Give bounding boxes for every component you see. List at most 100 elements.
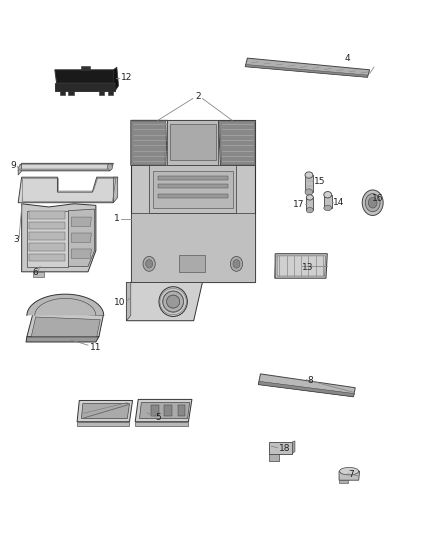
Ellipse shape <box>146 260 152 268</box>
Polygon shape <box>140 402 190 418</box>
Ellipse shape <box>159 287 187 317</box>
Polygon shape <box>158 176 228 180</box>
Text: 4: 4 <box>345 54 350 62</box>
Text: 17: 17 <box>293 200 304 209</box>
Text: 6: 6 <box>32 269 38 277</box>
Text: 14: 14 <box>332 198 344 207</box>
Polygon shape <box>26 337 99 342</box>
Polygon shape <box>218 120 255 165</box>
Polygon shape <box>339 471 360 480</box>
Polygon shape <box>21 204 96 272</box>
Polygon shape <box>29 254 65 261</box>
Ellipse shape <box>107 164 113 170</box>
Polygon shape <box>245 58 370 77</box>
Ellipse shape <box>230 256 243 271</box>
Polygon shape <box>219 122 254 165</box>
Polygon shape <box>55 83 115 91</box>
Polygon shape <box>131 120 167 165</box>
Polygon shape <box>68 91 74 95</box>
Polygon shape <box>18 164 21 175</box>
Text: 9: 9 <box>11 161 16 170</box>
Text: 12: 12 <box>121 73 132 82</box>
Polygon shape <box>99 91 104 95</box>
Polygon shape <box>127 282 202 321</box>
Text: 8: 8 <box>307 376 313 385</box>
Polygon shape <box>275 254 327 278</box>
Polygon shape <box>364 206 381 209</box>
Ellipse shape <box>162 291 184 312</box>
Polygon shape <box>27 211 68 266</box>
Polygon shape <box>68 209 95 266</box>
Text: 7: 7 <box>349 471 354 479</box>
Polygon shape <box>60 91 65 95</box>
Ellipse shape <box>305 172 313 178</box>
Polygon shape <box>167 120 218 165</box>
Polygon shape <box>258 374 355 397</box>
Polygon shape <box>81 403 130 418</box>
Text: 18: 18 <box>279 445 290 454</box>
Ellipse shape <box>306 195 313 200</box>
Ellipse shape <box>339 467 359 475</box>
Polygon shape <box>77 400 133 422</box>
Polygon shape <box>131 213 255 282</box>
Ellipse shape <box>306 207 313 213</box>
Polygon shape <box>71 249 92 259</box>
Text: 1: 1 <box>114 214 120 223</box>
Polygon shape <box>132 122 166 165</box>
Text: 16: 16 <box>372 194 383 203</box>
Ellipse shape <box>368 197 377 208</box>
Polygon shape <box>113 177 118 203</box>
Polygon shape <box>275 254 276 278</box>
Polygon shape <box>292 441 295 454</box>
Polygon shape <box>55 70 115 83</box>
Polygon shape <box>108 91 113 95</box>
Text: 13: 13 <box>302 263 314 271</box>
Polygon shape <box>31 317 100 337</box>
Text: 11: 11 <box>90 343 102 352</box>
Text: 10: 10 <box>113 298 125 307</box>
Polygon shape <box>18 164 113 171</box>
Polygon shape <box>149 165 237 213</box>
Polygon shape <box>71 233 92 243</box>
Polygon shape <box>305 175 313 192</box>
Polygon shape <box>339 480 348 483</box>
Ellipse shape <box>305 189 313 195</box>
Polygon shape <box>179 255 205 272</box>
Ellipse shape <box>365 193 380 212</box>
Polygon shape <box>135 422 188 426</box>
Ellipse shape <box>324 205 332 211</box>
Polygon shape <box>19 168 109 170</box>
Ellipse shape <box>362 190 383 215</box>
Polygon shape <box>33 272 44 277</box>
Polygon shape <box>113 67 119 91</box>
Polygon shape <box>306 197 313 210</box>
Polygon shape <box>71 217 92 227</box>
Polygon shape <box>245 64 368 77</box>
Polygon shape <box>269 454 279 461</box>
Polygon shape <box>27 312 103 337</box>
Polygon shape <box>81 66 90 70</box>
Polygon shape <box>127 282 131 321</box>
Polygon shape <box>177 405 185 416</box>
Polygon shape <box>152 171 233 208</box>
Polygon shape <box>164 405 172 416</box>
Polygon shape <box>135 399 192 422</box>
Polygon shape <box>29 232 65 240</box>
Polygon shape <box>158 183 228 188</box>
Polygon shape <box>269 442 292 454</box>
Polygon shape <box>18 177 118 203</box>
Ellipse shape <box>166 295 180 308</box>
Text: 5: 5 <box>155 413 161 422</box>
Polygon shape <box>77 422 130 426</box>
Polygon shape <box>158 194 228 198</box>
Polygon shape <box>324 195 332 208</box>
Polygon shape <box>131 120 255 282</box>
Text: 2: 2 <box>195 92 201 101</box>
Ellipse shape <box>324 191 332 198</box>
Ellipse shape <box>143 256 155 271</box>
Polygon shape <box>29 211 65 219</box>
Polygon shape <box>151 405 159 416</box>
Polygon shape <box>170 124 215 160</box>
Ellipse shape <box>233 260 240 268</box>
Polygon shape <box>29 243 65 251</box>
